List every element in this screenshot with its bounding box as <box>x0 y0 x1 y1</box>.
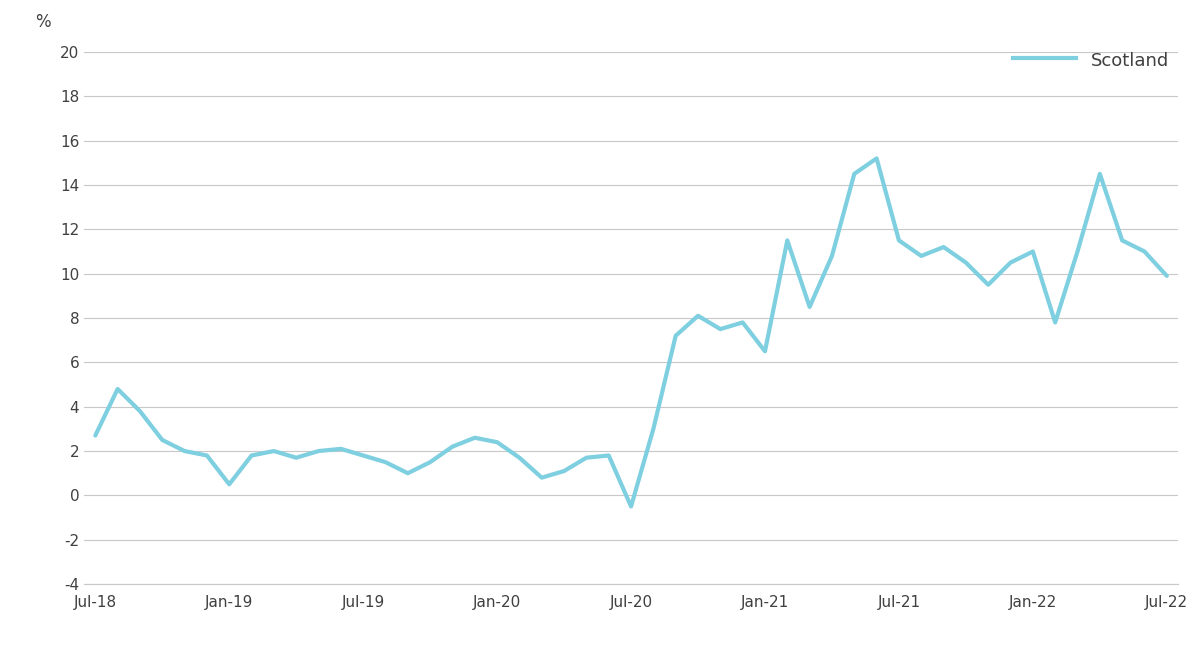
Legend: Scotland: Scotland <box>1013 51 1168 69</box>
Text: %: % <box>35 12 50 31</box>
